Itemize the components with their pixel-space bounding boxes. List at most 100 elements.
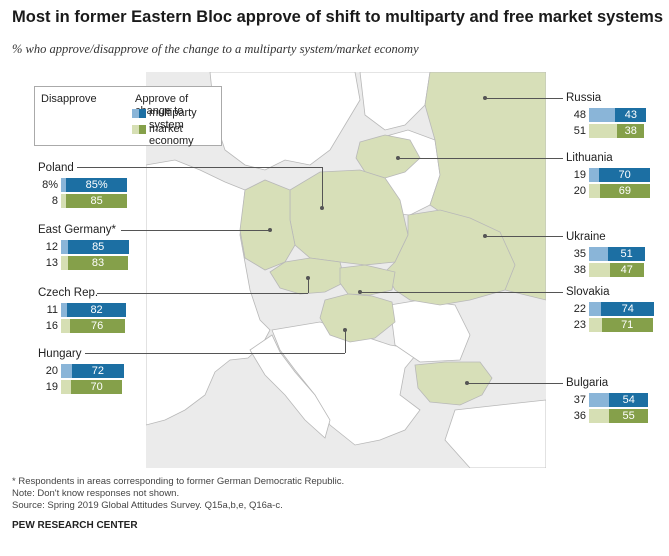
country-name: Czech Rep. xyxy=(38,287,99,299)
multiparty-disapprove-bar xyxy=(61,364,72,378)
market-disapprove-bar xyxy=(61,380,72,394)
market-row: 20 69 xyxy=(566,184,666,198)
market-row: 51 38 xyxy=(566,124,666,138)
leader-dot xyxy=(358,290,362,294)
market-row: 16 76 xyxy=(38,319,138,333)
leader-line xyxy=(398,158,563,159)
market-disapprove-bar xyxy=(589,184,600,198)
chart-title: Most in former Eastern Bloc approve of s… xyxy=(12,8,663,26)
legend: Disapprove Approve of change to multipar… xyxy=(34,86,222,147)
country-name: Hungary xyxy=(38,348,82,360)
country-block-east-germany: East Germany* 12 85 13 83 xyxy=(38,224,138,274)
multiparty-approve-bar: 72 xyxy=(72,364,124,378)
country-name: East Germany* xyxy=(38,224,116,236)
market-disapprove-value: 16 xyxy=(45,320,58,332)
leader-line xyxy=(85,353,345,354)
legend-swatch-market-approve xyxy=(139,125,146,134)
market-disapprove-bar xyxy=(589,318,602,332)
legend-market-label: market economy xyxy=(149,123,194,147)
market-row: 19 70 xyxy=(38,380,138,394)
leader-line xyxy=(345,330,346,353)
leader-dot xyxy=(465,381,469,385)
country-block-czech-rep: Czech Rep. 11 82 16 76 xyxy=(38,287,138,337)
multiparty-row: 20 72 xyxy=(38,364,138,378)
multiparty-approve-bar: 70 xyxy=(599,168,650,182)
multiparty-row: 22 74 xyxy=(566,302,666,316)
market-approve-bar: 76 xyxy=(69,319,125,333)
multiparty-disapprove-bar xyxy=(61,240,68,254)
leader-dot xyxy=(396,156,400,160)
leader-line xyxy=(77,167,322,168)
multiparty-row: 12 85 xyxy=(38,240,138,254)
country-block-poland: Poland 8% 85% 8 85 xyxy=(38,162,138,212)
land-balkans xyxy=(271,321,421,446)
note-dont-know: Note: Don't know responses not shown. xyxy=(12,488,180,499)
note-respondents: * Respondents in areas corresponding to … xyxy=(12,476,345,487)
lithuania-shape xyxy=(355,134,421,179)
market-disapprove-value: 51 xyxy=(573,125,586,137)
land-italy xyxy=(249,334,331,439)
chart-subtitle: % who approve/disapprove of the change t… xyxy=(12,42,419,56)
legend-approve-label: Approve of change to xyxy=(135,93,189,117)
country-block-ukraine: Ukraine 35 51 38 47 xyxy=(566,231,666,281)
ukraine-shape xyxy=(384,209,516,306)
market-disapprove-value: 19 xyxy=(45,381,58,393)
market-approve-bar: 70 xyxy=(71,380,122,394)
multiparty-approve-bar: 43 xyxy=(615,108,647,122)
multiparty-approve-bar: 85% xyxy=(66,178,128,192)
multiparty-row: 19 70 xyxy=(566,168,666,182)
multiparty-approve-bar: 85 xyxy=(67,240,129,254)
market-approve-bar: 71 xyxy=(601,318,653,332)
leader-line xyxy=(467,383,563,384)
country-name: Lithuania xyxy=(566,152,613,164)
market-disapprove-value: 36 xyxy=(573,410,586,422)
market-disapprove-bar xyxy=(589,409,609,423)
market-row: 8 85 xyxy=(38,194,138,208)
country-block-bulgaria: Bulgaria 37 54 36 55 xyxy=(566,377,666,427)
multiparty-approve-bar: 51 xyxy=(608,247,645,261)
multiparty-disapprove-bar xyxy=(61,178,66,192)
country-name: Slovakia xyxy=(566,286,610,298)
multiparty-disapprove-bar xyxy=(589,393,610,407)
legend-swatch-multiparty-approve xyxy=(139,109,146,118)
market-disapprove-value: 8 xyxy=(51,195,58,207)
europe-map xyxy=(146,72,546,468)
market-approve-bar: 83 xyxy=(68,256,128,270)
legend-swatch-multiparty-disapprove xyxy=(132,109,139,118)
legend-multiparty-label: multiparty system xyxy=(149,107,197,131)
multiparty-disapprove-bar xyxy=(589,168,600,182)
bulgaria-shape xyxy=(414,361,493,406)
legend-disapprove-label: Disapprove xyxy=(41,93,97,105)
market-approve-bar: 69 xyxy=(600,184,650,198)
country-name: Bulgaria xyxy=(566,377,609,389)
note-source: Source: Spring 2019 Global Attitudes Sur… xyxy=(12,500,283,511)
multiparty-disapprove-value: 48 xyxy=(573,109,586,121)
market-disapprove-value: 20 xyxy=(573,185,586,197)
leader-dot xyxy=(483,96,487,100)
multiparty-row: 48 43 xyxy=(566,108,666,122)
east-germany-shape xyxy=(239,179,296,271)
country-name: Poland xyxy=(38,162,74,174)
country-block-hungary: Hungary 20 72 19 70 xyxy=(38,348,138,398)
country-name: Russia xyxy=(566,92,602,104)
leader-dot xyxy=(483,234,487,238)
multiparty-disapprove-bar xyxy=(61,303,68,317)
land-finland xyxy=(359,72,431,131)
market-disapprove-value: 13 xyxy=(45,257,58,269)
market-disapprove-bar xyxy=(61,194,66,208)
country-block-lithuania: Lithuania 19 70 20 69 xyxy=(566,152,666,202)
market-approve-bar: 38 xyxy=(617,124,645,138)
market-disapprove-value: 38 xyxy=(573,264,586,276)
multiparty-disapprove-bar xyxy=(589,302,602,316)
country-block-russia: Russia 48 43 51 38 xyxy=(566,92,666,142)
multiparty-disapprove-bar xyxy=(589,247,609,261)
hungary-shape xyxy=(319,293,396,343)
legend-swatch-market-disapprove xyxy=(132,125,139,134)
multiparty-approve-bar: 74 xyxy=(601,302,655,316)
leader-line xyxy=(308,278,309,293)
leader-line xyxy=(485,236,563,237)
land-west xyxy=(146,159,271,426)
leader-line xyxy=(97,293,308,294)
market-disapprove-bar xyxy=(589,124,618,138)
multiparty-row: 35 51 xyxy=(566,247,666,261)
